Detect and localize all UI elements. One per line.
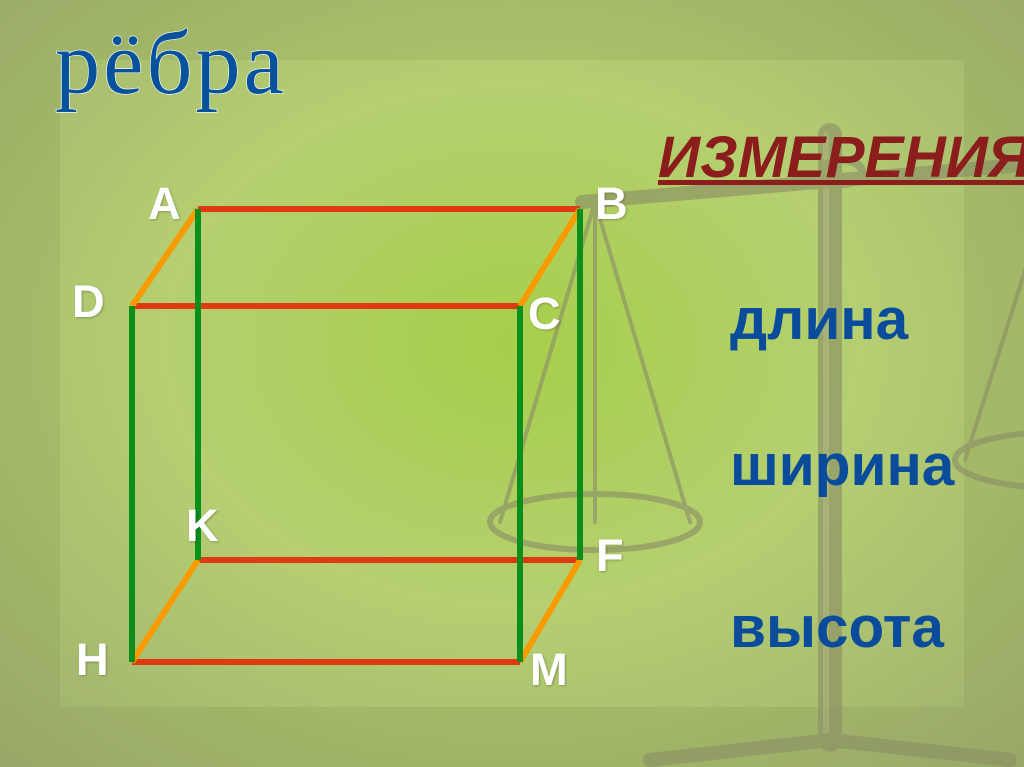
edge-H-K xyxy=(132,560,198,662)
cube-diagram xyxy=(0,0,1024,767)
slide-root: рёбра ИЗМЕРЕНИЯ длина ширина высота ABCD… xyxy=(0,0,1024,767)
vertex-label-A: A xyxy=(148,178,181,230)
vertex-label-F: F xyxy=(596,530,624,582)
vertex-label-K: K xyxy=(186,500,219,552)
vertex-label-H: H xyxy=(76,634,109,686)
vertex-label-D: D xyxy=(72,276,105,328)
vertex-label-C: C xyxy=(528,288,561,340)
vertex-label-B: B xyxy=(595,178,628,230)
cube-edges xyxy=(132,209,580,662)
vertex-label-M: M xyxy=(530,644,568,696)
